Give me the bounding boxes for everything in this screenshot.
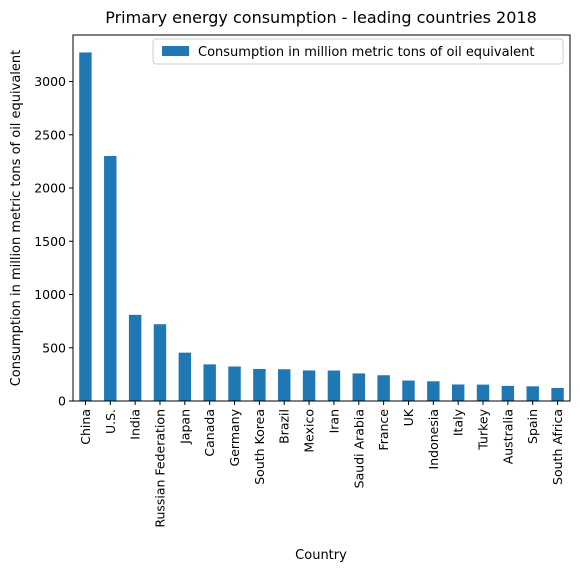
bar-japan [178,352,192,401]
x-tick-label: Australia [500,409,515,464]
y-tick-label: 3000 [34,74,66,89]
bar-south-africa [551,388,564,401]
x-axis-label: Country [295,548,347,563]
bar-indonesia [427,381,440,401]
x-tick-label: South Korea [252,409,267,485]
bar-canada [203,364,216,401]
y-tick-label: 1000 [34,287,66,302]
bar-russian-federation [153,324,167,401]
bar-italy [451,384,465,401]
bar-turkey [476,384,490,401]
bar-saudi-arabia [352,373,365,401]
x-tick-label: Indonesia [426,409,441,469]
y-axis: 0 500 1000 1500 2000 2500 3000 [34,74,73,409]
bar-u-s- [104,155,117,401]
x-tick-label: India [128,409,143,440]
bar-brazil [278,369,291,401]
x-tick-label: China [78,409,93,445]
bar-germany [228,366,241,401]
x-tick-label: Italy [451,408,466,436]
legend: Consumption in million metric tons of oi… [152,38,564,65]
x-tick-label: Japan [177,409,192,445]
y-tick-label: 2500 [34,127,66,142]
bar-iran [327,370,341,401]
x-tick-label: Saudi Arabia [351,409,366,488]
x-tick-label: Iran [326,409,341,433]
bar-china [79,52,92,401]
x-tick-label: Brazil [277,409,292,444]
legend-box [152,38,564,65]
x-tick-label: France [376,409,391,451]
bar-spain [526,386,539,401]
bar-uk [402,380,415,401]
x-tick-label: Germany [227,408,242,466]
plot-frame [72,34,571,402]
y-tick-label: 1500 [34,234,66,249]
bars-group [79,52,564,401]
x-tick-label: UK [401,408,416,426]
x-axis: China U.S. India Russian Federation Japan Can… [78,401,565,528]
bar-france [377,375,390,401]
bar-australia [501,385,515,401]
y-tick-label: 2000 [34,181,66,196]
x-tick-label: Spain [525,409,540,444]
y-tick-label: 500 [42,340,66,355]
x-tick-label: Turkey [476,408,491,450]
x-tick-label: Russian Federation [152,409,167,528]
x-tick-label: South Africa [550,409,565,485]
bar-mexico [302,370,316,401]
x-tick-label: U.S. [103,409,118,434]
x-tick-label: Mexico [302,409,317,453]
y-axis-label: Consumption in million metric tons of oi… [9,50,24,387]
legend-swatch [162,46,189,56]
chart-title: Primary energy consumption - leading cou… [105,8,537,27]
bar-south-korea [253,368,266,401]
x-tick-label: Canada [202,409,217,457]
legend-label: Consumption in million metric tons of oi… [198,45,535,60]
bar-india [128,314,142,401]
y-tick-label: 0 [58,394,66,409]
